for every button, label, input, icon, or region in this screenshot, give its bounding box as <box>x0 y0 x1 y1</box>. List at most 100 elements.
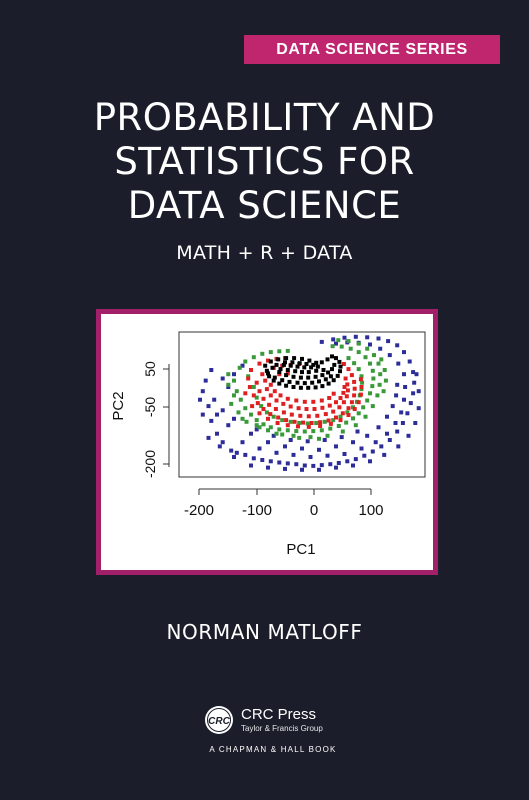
scatter-point <box>387 353 392 358</box>
scatter-point <box>277 381 282 386</box>
scatter-point <box>298 413 303 418</box>
scatter-point <box>342 385 347 389</box>
scatter-point <box>240 440 245 445</box>
scatter-point <box>381 389 386 394</box>
scatter-point <box>280 418 285 423</box>
scatter-point <box>274 431 279 436</box>
scatter-point <box>414 372 419 377</box>
scatter-point <box>220 408 225 413</box>
scatter-point <box>318 424 323 428</box>
scatter-point <box>375 393 380 398</box>
scatter-point <box>405 411 410 416</box>
scatter-point <box>412 380 417 385</box>
scatter-point <box>399 410 404 415</box>
scatter-point <box>297 361 302 366</box>
scatter-point <box>344 394 349 399</box>
scatter-point <box>240 416 245 421</box>
scatter-point <box>336 424 341 428</box>
scatter-point <box>300 446 304 451</box>
scatter-point <box>295 380 300 385</box>
scatter-point <box>345 410 350 415</box>
scatter-point <box>304 407 309 411</box>
scatter-point <box>206 435 211 440</box>
scatter-point <box>277 370 282 375</box>
scatter-point <box>317 379 321 384</box>
scatter-point <box>344 420 349 425</box>
scatter-point <box>323 412 328 417</box>
scatter-point <box>376 336 381 341</box>
publisher-block: CRC CRC Press Taylor & Francis Group A C… <box>183 703 383 763</box>
scatter-point <box>244 419 249 424</box>
x-axis-label: PC1 <box>286 541 315 558</box>
scatter-point <box>365 346 370 351</box>
scatter-point <box>382 452 387 457</box>
scatter-point <box>378 346 383 351</box>
scatter-point <box>280 378 285 383</box>
scatter-point <box>320 384 325 389</box>
scatter-point <box>326 370 331 375</box>
scatter-point <box>342 452 347 456</box>
book-title: PROBABILITY AND STATISTICS FOR DATA SCIE… <box>0 96 529 228</box>
scatter-point <box>302 381 307 386</box>
scatter-point <box>268 459 273 464</box>
cover-figure: -200 -100 0 100 PC1 50 -50 -200 PC2 <box>96 309 438 575</box>
scatter-point <box>352 407 357 411</box>
scatter-point <box>313 385 318 390</box>
scatter-point <box>341 400 346 405</box>
scatter-point <box>315 364 320 369</box>
scatter-point <box>257 361 262 366</box>
scatter-point <box>295 364 300 369</box>
series-badge: DATA SCIENCE SERIES <box>244 35 500 64</box>
x-tick-label: 0 <box>310 502 318 519</box>
book-subtitle: MATH + R + DATA <box>176 242 353 264</box>
scatter-point <box>331 378 336 383</box>
scatter-point <box>284 383 289 388</box>
x-tick-label: -200 <box>184 502 214 519</box>
scatter-point <box>351 463 355 468</box>
scatter-point <box>260 458 265 462</box>
scatter-point <box>306 375 311 380</box>
scatter-point <box>346 339 351 344</box>
scatter-point <box>305 421 310 426</box>
scatter-point <box>260 372 265 377</box>
scatter-point <box>268 393 273 398</box>
scatter-point <box>334 400 338 405</box>
scatter-point <box>266 416 270 421</box>
scatter-point <box>254 418 259 423</box>
scatter-point <box>326 381 331 386</box>
scatter-point <box>226 423 231 428</box>
scatter-point <box>351 440 355 445</box>
scatter-point <box>301 420 306 425</box>
scatter-point <box>323 377 328 382</box>
scatter-point <box>311 463 316 468</box>
scatter-point <box>305 439 310 444</box>
scatter-point <box>320 405 325 410</box>
scatter-point <box>226 372 231 377</box>
y-axis-label: PC2 <box>110 391 127 420</box>
y-tick-label: -50 <box>142 397 158 417</box>
scatter-point <box>259 404 264 409</box>
x-axis: -200 -100 0 100 PC1 <box>184 488 384 558</box>
scatter-point <box>226 382 231 387</box>
scatter-point <box>250 404 255 409</box>
scatter-point <box>314 421 319 425</box>
scatter-point <box>385 431 389 436</box>
scatter-point <box>331 418 336 423</box>
scatter-point <box>315 413 320 418</box>
scatter-point <box>370 404 375 409</box>
scatter-points <box>198 334 421 472</box>
scatter-point <box>203 378 208 383</box>
scatter-point <box>251 385 256 389</box>
author-name: NORMAN MATLOFF <box>166 620 363 644</box>
scatter-point <box>361 405 366 410</box>
scatter-point <box>206 404 211 409</box>
scatter-point <box>247 385 252 389</box>
scatter-point <box>359 374 364 379</box>
scatter-point <box>283 466 287 471</box>
scatter-point <box>378 372 383 377</box>
scatter-point <box>400 421 405 425</box>
scatter-point <box>254 395 259 400</box>
scatter-point <box>334 415 338 420</box>
series-label: DATA SCIENCE SERIES <box>276 40 468 58</box>
scatter-point <box>327 396 332 400</box>
